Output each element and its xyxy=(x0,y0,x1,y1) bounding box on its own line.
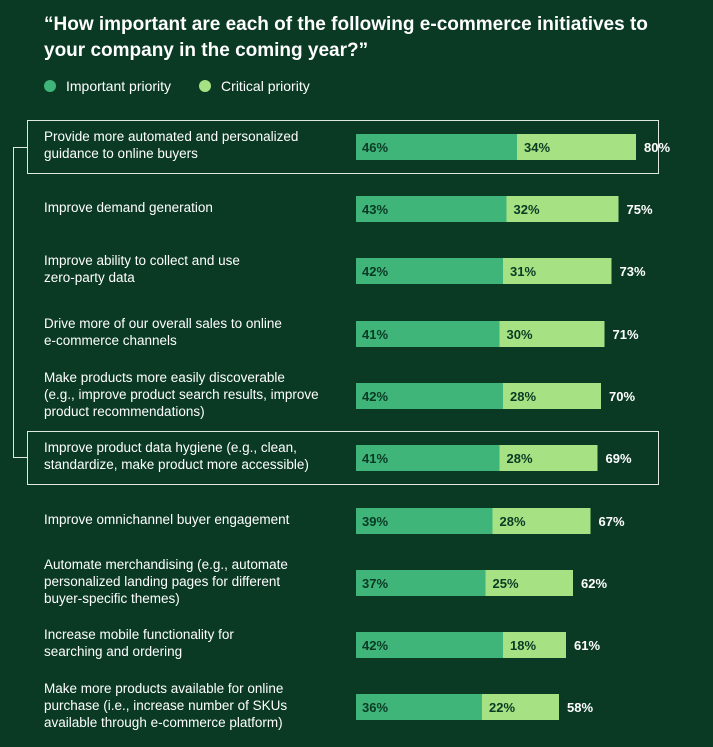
value-label-important: 43% xyxy=(362,202,388,217)
total-label: 69% xyxy=(606,451,632,466)
bar-critical xyxy=(499,445,598,471)
total-label: 70% xyxy=(609,389,635,404)
value-label-important: 36% xyxy=(362,700,388,715)
bar-critical xyxy=(517,134,636,160)
total-label: 67% xyxy=(599,514,625,529)
bar-critical xyxy=(503,258,612,284)
category-label: Improve demand generation xyxy=(44,199,213,215)
total-label: 80% xyxy=(644,140,670,155)
value-label-critical: 28% xyxy=(507,451,533,466)
value-label-critical: 25% xyxy=(493,576,519,591)
category-label: Make products more easily discoverable (e… xyxy=(44,369,319,419)
legend-label-important: Important priority xyxy=(66,78,172,94)
category-label: Drive more of our overall sales to onlin… xyxy=(44,316,282,348)
bar-important xyxy=(356,321,500,347)
total-label: 61% xyxy=(574,638,600,653)
bar-important xyxy=(356,196,507,222)
value-label-critical: 22% xyxy=(489,700,515,715)
highlight-box xyxy=(27,431,659,485)
total-label: 62% xyxy=(581,576,607,591)
category-label: Make more products available for online p… xyxy=(44,680,288,730)
legend-label-critical: Critical priority xyxy=(221,78,310,94)
bar-critical xyxy=(503,632,566,658)
legend-item-important: Important priority xyxy=(44,78,171,94)
bar-critical xyxy=(492,508,591,534)
bar-critical xyxy=(506,196,619,222)
bar-critical xyxy=(503,383,601,409)
bar-critical xyxy=(485,570,573,596)
total-label: 75% xyxy=(627,202,653,217)
value-label-important: 41% xyxy=(362,451,388,466)
value-label-important: 42% xyxy=(362,638,388,653)
value-label-important: 46% xyxy=(362,140,388,155)
bar-important xyxy=(356,570,486,596)
bar-important xyxy=(356,134,517,160)
value-label-critical: 28% xyxy=(500,514,526,529)
bar-important xyxy=(356,694,482,720)
value-label-critical: 28% xyxy=(510,389,536,404)
chart-title: “How important are each of the following… xyxy=(44,14,648,61)
value-label-critical: 18% xyxy=(510,638,536,653)
category-label: Automate merchandising (e.g., automate pe… xyxy=(44,556,288,606)
category-label: Provide more automated and personalized g… xyxy=(44,129,299,161)
value-label-important: 41% xyxy=(362,327,388,342)
bar-important xyxy=(356,258,503,284)
category-label: Increase mobile functionality for searchi… xyxy=(44,627,234,659)
legend: Important priority Critical priority xyxy=(44,78,338,94)
bar-critical xyxy=(482,694,559,720)
value-label-important: 39% xyxy=(362,514,388,529)
highlight-bracket xyxy=(13,147,28,458)
total-label: 71% xyxy=(613,327,639,342)
bar-important xyxy=(356,445,500,471)
total-label: 58% xyxy=(567,700,593,715)
legend-item-critical: Critical priority xyxy=(199,78,310,94)
bar-important xyxy=(356,632,503,658)
value-label-important: 42% xyxy=(362,264,388,279)
total-label: 73% xyxy=(620,264,646,279)
value-label-important: 42% xyxy=(362,389,388,404)
bar-critical xyxy=(499,321,605,347)
legend-swatch-critical xyxy=(199,80,212,92)
category-label: Improve omnichannel buyer engagement xyxy=(44,511,290,527)
category-label: Improve product data hygiene (e.g., clea… xyxy=(44,440,309,472)
bar-important xyxy=(356,383,503,409)
legend-swatch-important xyxy=(44,80,56,92)
bar-important xyxy=(356,508,493,534)
category-label: Improve ability to collect and use zero-p… xyxy=(44,253,240,285)
value-label-important: 37% xyxy=(362,576,388,591)
value-label-critical: 30% xyxy=(507,327,533,342)
value-label-critical: 31% xyxy=(510,264,536,279)
value-label-critical: 32% xyxy=(514,202,540,217)
value-label-critical: 34% xyxy=(524,140,550,155)
